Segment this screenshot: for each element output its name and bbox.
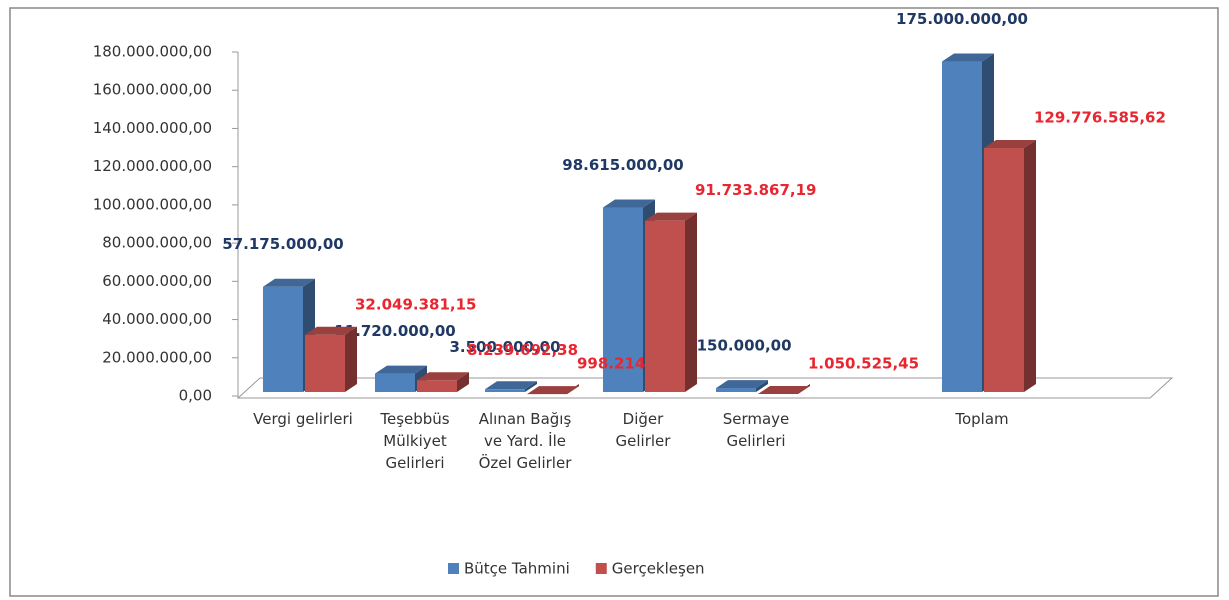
bar	[527, 384, 579, 395]
bar-top	[645, 212, 697, 221]
bar	[758, 384, 810, 394]
bar-front	[942, 61, 982, 393]
y-tick-label: 60.000.000,00	[102, 272, 212, 290]
bar-front	[984, 147, 1024, 392]
y-tick-label: 160.000.000,00	[93, 81, 212, 99]
data-label: 91.733.867,19	[695, 181, 816, 199]
y-tick-label: 20.000.000,00	[102, 348, 212, 366]
bar-front	[603, 207, 643, 392]
bar-side	[345, 326, 357, 392]
y-tick-label: 80.000.000,00	[102, 234, 212, 252]
legend-swatch	[448, 563, 459, 574]
bar-top	[984, 139, 1036, 148]
bar-side	[457, 372, 469, 392]
bar	[645, 212, 697, 392]
data-label: 4.150.000,00	[680, 337, 791, 355]
bar-side	[1024, 139, 1036, 392]
bar-side	[525, 381, 537, 392]
bar-side	[685, 212, 697, 392]
bar-front	[305, 334, 345, 392]
bar-top	[603, 199, 655, 208]
data-label: 3.500.000,00	[449, 338, 560, 356]
y-tick-label: 40.000.000,00	[102, 310, 212, 328]
bar-side	[756, 380, 768, 392]
x-tick-label: Sermaye Gelirleri	[722, 410, 790, 450]
bar-top	[527, 386, 579, 395]
legend-label: Bütçe Tahmini	[464, 560, 570, 578]
x-tick-label: Alınan Bağış ve Yard. İle Özel Gelirler	[478, 410, 572, 472]
bar-front	[263, 286, 303, 392]
floor	[236, 377, 1174, 399]
bar	[305, 326, 357, 392]
bar-front	[375, 373, 415, 392]
chart-border	[9, 7, 1219, 597]
y-tick-label: 180.000.000,00	[93, 43, 212, 61]
bar-front	[716, 388, 756, 392]
bar	[984, 139, 1036, 392]
bar	[716, 380, 768, 392]
bar-top	[716, 380, 768, 389]
legend-swatch	[595, 563, 607, 574]
data-label: 129.776.585,62	[1034, 108, 1166, 126]
x-tick-label: Vergi gelirleri	[253, 410, 353, 428]
y-tick-label: 100.000.000,00	[93, 195, 212, 213]
bar-top	[758, 385, 810, 394]
x-tick-label: Teşebbüs Mülkiyet Gelirleri	[380, 410, 450, 472]
bar-top	[375, 365, 427, 374]
data-label: 175.000.000,00	[896, 10, 1028, 28]
y-tick-label: 140.000.000,00	[93, 119, 212, 137]
bar-top	[263, 278, 315, 287]
bar-top	[305, 326, 357, 335]
bar-top	[485, 381, 537, 390]
legend-label: Gerçekleşen	[612, 560, 705, 578]
data-label: 1.050.525,45	[808, 354, 919, 372]
data-label: 32.049.381,15	[355, 295, 476, 313]
bar	[485, 381, 537, 392]
x-tick-label: Toplam	[955, 410, 1009, 428]
bar-front	[645, 220, 685, 392]
data-label: 8.239.692,38	[467, 341, 578, 359]
bar	[417, 372, 469, 392]
y-tick-label: 0,00	[179, 387, 212, 405]
bar-top	[942, 53, 994, 62]
x-tick-label: Diğer Gelirler	[615, 410, 671, 450]
data-label: 11.720.000,00	[334, 322, 455, 340]
y-tick-label: 120.000.000,00	[93, 157, 212, 175]
bar-front	[485, 389, 525, 392]
data-label: 57.175.000,00	[222, 235, 343, 253]
bar-top	[417, 372, 469, 381]
data-label: 98.615.000,00	[562, 156, 683, 174]
bar-front	[417, 380, 457, 392]
